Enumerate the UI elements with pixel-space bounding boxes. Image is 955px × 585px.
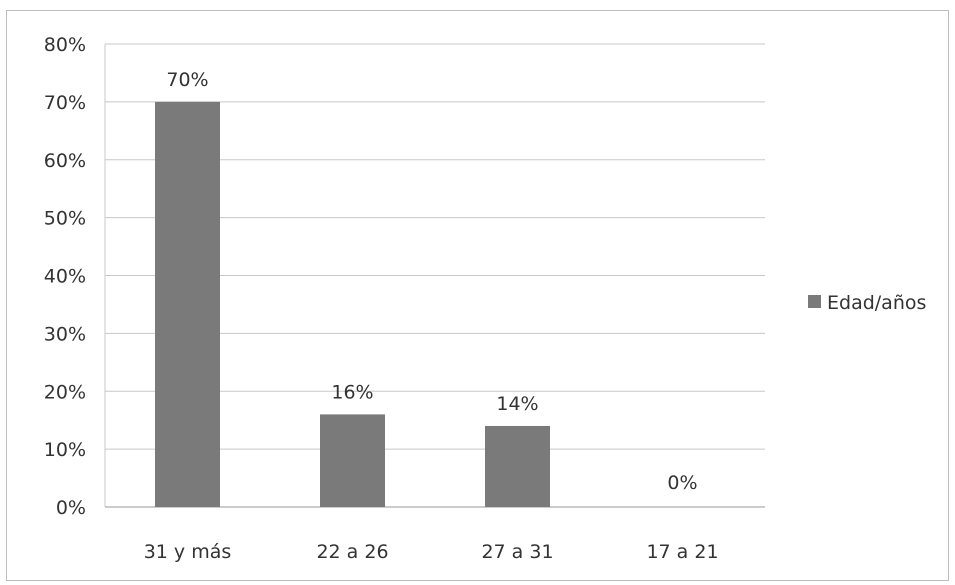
y-tick-label: 70% [44, 92, 86, 114]
x-tick-label: 31 y más [144, 541, 232, 563]
x-tick-label: 17 a 21 [646, 541, 718, 563]
data-label: 70% [166, 69, 208, 91]
y-tick-label: 50% [44, 208, 86, 230]
y-axis-ticks: 0% 10% 20% 30% 40% 50% 60% 70% 80% [44, 34, 86, 519]
y-tick-label: 20% [44, 381, 86, 403]
y-tick-label: 10% [44, 439, 86, 461]
bar [485, 425, 550, 507]
data-label: 0% [667, 472, 697, 494]
bar [155, 101, 220, 507]
x-tick-label: 27 a 31 [481, 541, 553, 563]
bars [155, 101, 550, 507]
legend: Edad/años [808, 292, 926, 314]
y-tick-label: 40% [44, 266, 86, 288]
y-tick-label: 60% [44, 150, 86, 172]
data-label: 16% [331, 381, 373, 403]
bar [320, 414, 385, 507]
data-label: 14% [496, 393, 538, 415]
y-tick-label: 30% [44, 323, 86, 345]
legend-swatch [808, 295, 821, 308]
x-tick-label: 22 a 26 [316, 541, 388, 563]
y-tick-label: 0% [56, 497, 86, 519]
legend-label: Edad/años [827, 292, 926, 314]
data-labels: 70% 16% 14% 0% [166, 69, 697, 494]
y-tick-label: 80% [44, 34, 86, 56]
x-axis-ticks: 31 y más 22 a 26 27 a 31 17 a 21 [144, 541, 719, 563]
